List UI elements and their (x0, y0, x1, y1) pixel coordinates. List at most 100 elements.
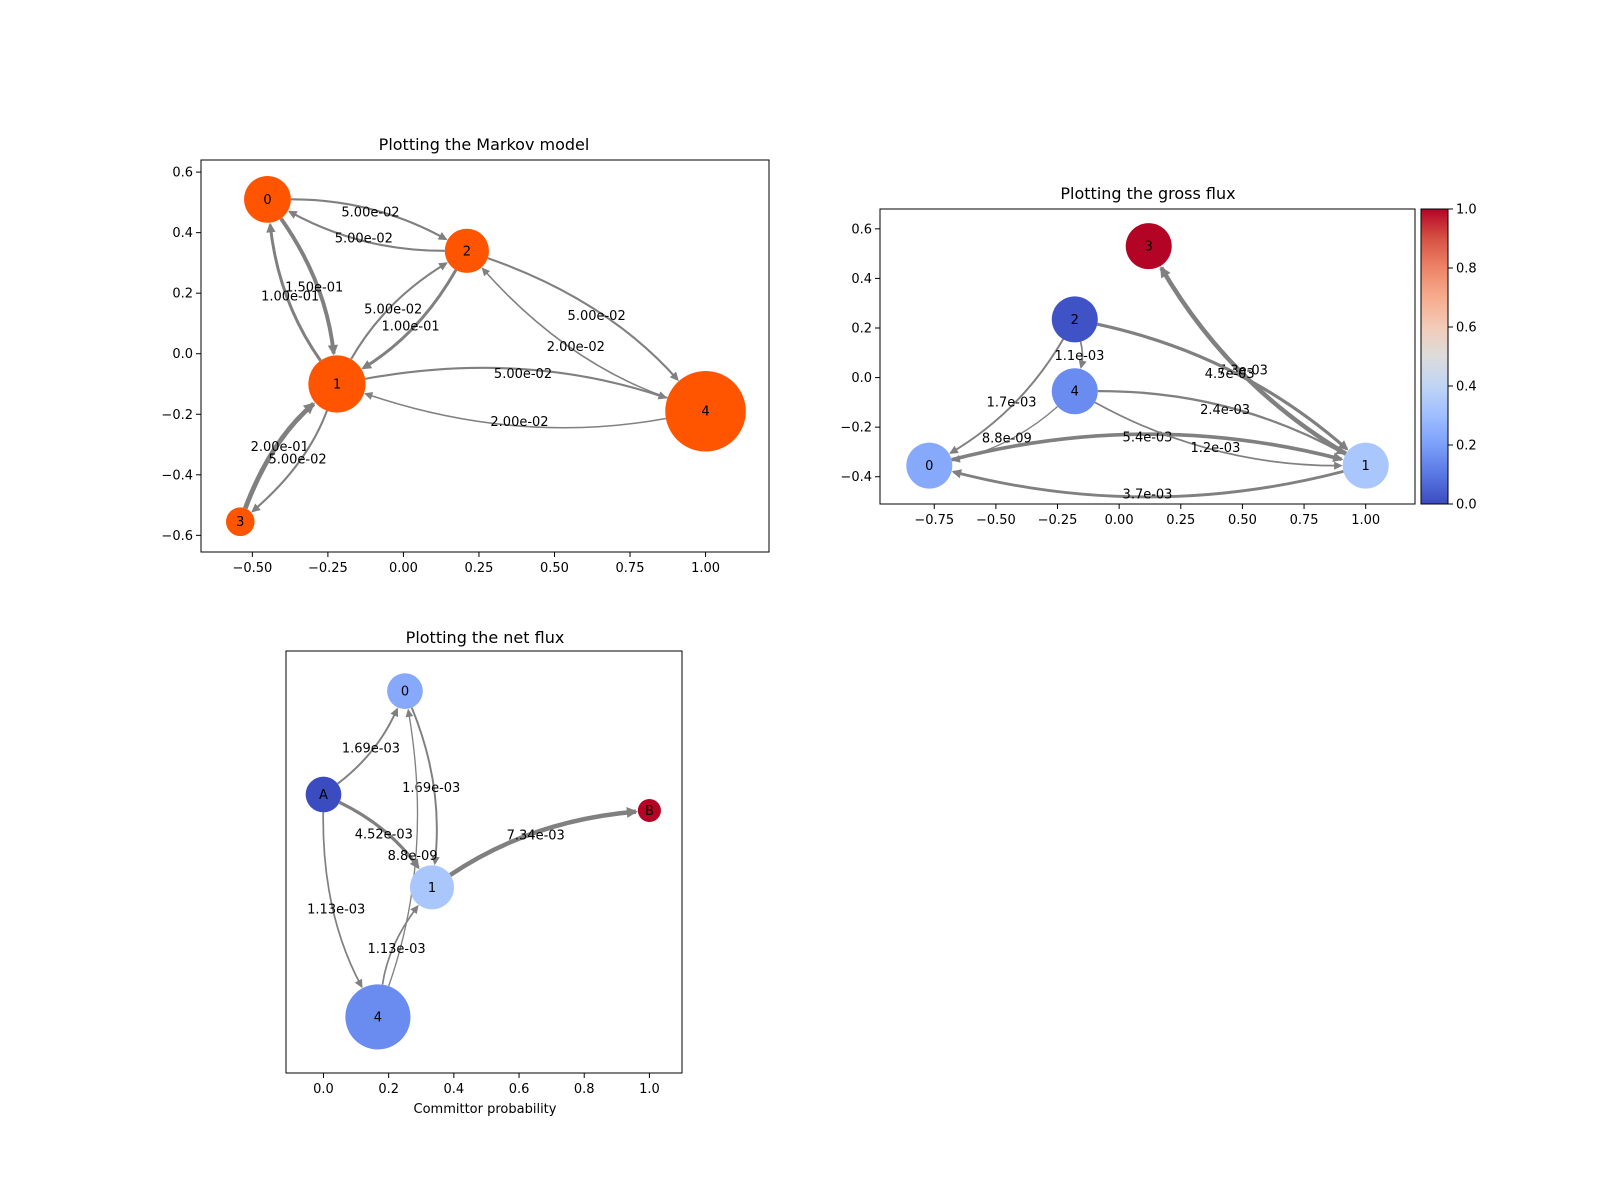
colorbar-tick-label: 1.0 (1456, 203, 1477, 218)
state-node-label: 1 (333, 378, 341, 393)
flux-arrowhead (1078, 359, 1087, 369)
edge-weight-label: 1.13e-03 (307, 903, 365, 918)
edges: 7.3e-034.5e-03 2.4e-03 5.4e-03 3.7e-03 1.7e-… (949, 266, 1349, 502)
edge-weight-label: 1.00e-01 (261, 290, 319, 305)
state-node (409, 865, 455, 910)
net-flux-xlabel: Committor probability (414, 1102, 557, 1117)
x-tick-label: 0.50 (1228, 513, 1257, 528)
state-node-label: 0 (263, 193, 271, 208)
edge-weight-label: 1.50e-01 (285, 281, 343, 296)
state-node-label: 3 (1145, 240, 1153, 255)
nodes: 0 1 2 3 4 (906, 223, 1389, 489)
x-tick-label: 0.0 (313, 1082, 334, 1097)
edge-weight-label: 2.00e-02 (490, 415, 548, 430)
y-tick-label: −0.4 (161, 468, 193, 483)
state-node (1125, 223, 1172, 270)
edge-weight-label: 1.1e-03 (1054, 349, 1104, 364)
x-tick-label: −0.25 (1038, 513, 1078, 528)
edge-weight-label: 2.4e-03 (1200, 403, 1250, 418)
flux-edge (953, 405, 1059, 461)
axes-frame (879, 208, 1416, 505)
colorbar-tick-label: 0.4 (1456, 380, 1477, 395)
x-tick-label: −0.50 (976, 513, 1016, 528)
flux-edge (252, 410, 328, 512)
flux-arrowhead (361, 360, 373, 370)
x-tick-label: 0.25 (464, 561, 493, 576)
edge-weight-label: 2.00e-02 (547, 340, 605, 355)
edge-weight-label: 1.69e-03 (402, 781, 460, 796)
edge-weight-label: 7.3e-03 (1218, 363, 1268, 378)
edge-weight-label: 1.7e-03 (987, 395, 1037, 410)
flux-arrowhead (390, 707, 399, 718)
flux-edge (381, 905, 419, 985)
edge-weight-label: 5.00e-02 (494, 367, 552, 382)
x-tick-label: 0.2 (378, 1082, 399, 1097)
y-tick-label: −0.2 (840, 421, 872, 436)
state-node-label: 2 (1071, 313, 1079, 328)
colorbar-tick-label: 0.0 (1456, 498, 1477, 513)
flux-edge (482, 268, 668, 399)
y-tick-label: 0.2 (851, 321, 872, 336)
flux-edge (322, 812, 363, 987)
x-tick-label: 1.00 (691, 561, 720, 576)
flux-edge (953, 469, 1344, 499)
edge-weight-label: 5.4e-03 (1123, 431, 1173, 446)
flux-edge (388, 710, 419, 987)
y-tick-label: −0.4 (840, 470, 872, 485)
flux-arrowhead (949, 445, 959, 454)
edge-weight-label: 5.00e-02 (341, 206, 399, 221)
edge-weight-label: 1.69e-03 (342, 742, 400, 757)
flux-edge (268, 224, 322, 362)
edge-weight-label: 5.00e-02 (364, 302, 422, 317)
flux-edge (449, 809, 637, 877)
axes-frame (200, 159, 770, 553)
y-tick-label: −0.6 (161, 529, 193, 544)
state-node-label: 3 (236, 515, 244, 530)
flux-arrowhead (1160, 266, 1171, 279)
state-node (1342, 442, 1389, 489)
x-tick-label: −0.25 (308, 561, 348, 576)
flux-edge (290, 198, 447, 241)
state-node-label: B (645, 804, 654, 819)
state-node (387, 673, 423, 709)
state-node-label: 1 (1362, 459, 1370, 474)
flux-arrowhead (287, 210, 298, 219)
flux-edge (365, 393, 667, 429)
nodes: 0 A B 1 4 (305, 673, 661, 1050)
flux-arrowhead (364, 392, 374, 400)
edges: 1.69e-03 1.69e-03 7.34e-03 4.52e-03 8.8e-09 1… (307, 707, 638, 989)
flux-edge (487, 257, 679, 381)
y-tick-label: 0.6 (172, 166, 193, 181)
flux-edge (243, 401, 316, 510)
markov-model-axes: −0.50 −0.25 0.00 0.25 0.50 0.75 1.00−0.6−0.4−0… (161, 159, 770, 576)
x-tick-label: −0.50 (232, 561, 272, 576)
net-flux-title: Plotting the net flux (406, 628, 565, 647)
flux-arrowhead (481, 267, 491, 277)
state-node (308, 355, 366, 413)
flux-edge (1096, 322, 1348, 451)
flux-edge (410, 707, 438, 864)
y-tick-label: 0.4 (851, 272, 872, 287)
flux-arrowhead (437, 232, 448, 241)
edge-weight-label: 4.52e-03 (355, 827, 413, 842)
flux-edge (279, 217, 336, 354)
x-tick-label: 0.00 (1105, 513, 1134, 528)
flux-arrowhead (431, 856, 440, 866)
flux-edge (1159, 266, 1348, 456)
flux-edge (338, 800, 420, 869)
x-tick-label: 0.50 (540, 561, 569, 576)
x-tick-label: 0.75 (616, 561, 645, 576)
flux-arrowhead (626, 807, 638, 818)
flux-edge (1094, 401, 1341, 467)
y-tick-label: 0.2 (172, 287, 193, 302)
state-node-label: A (319, 788, 328, 803)
state-node-label: 4 (1071, 385, 1079, 400)
flux-edge (289, 210, 445, 252)
y-tick-label: 0.4 (172, 226, 193, 241)
flux-arrowhead (1334, 461, 1343, 470)
flux-edge (364, 366, 666, 399)
state-node (225, 507, 255, 537)
flux-edge (1097, 389, 1345, 455)
state-node (244, 175, 291, 223)
